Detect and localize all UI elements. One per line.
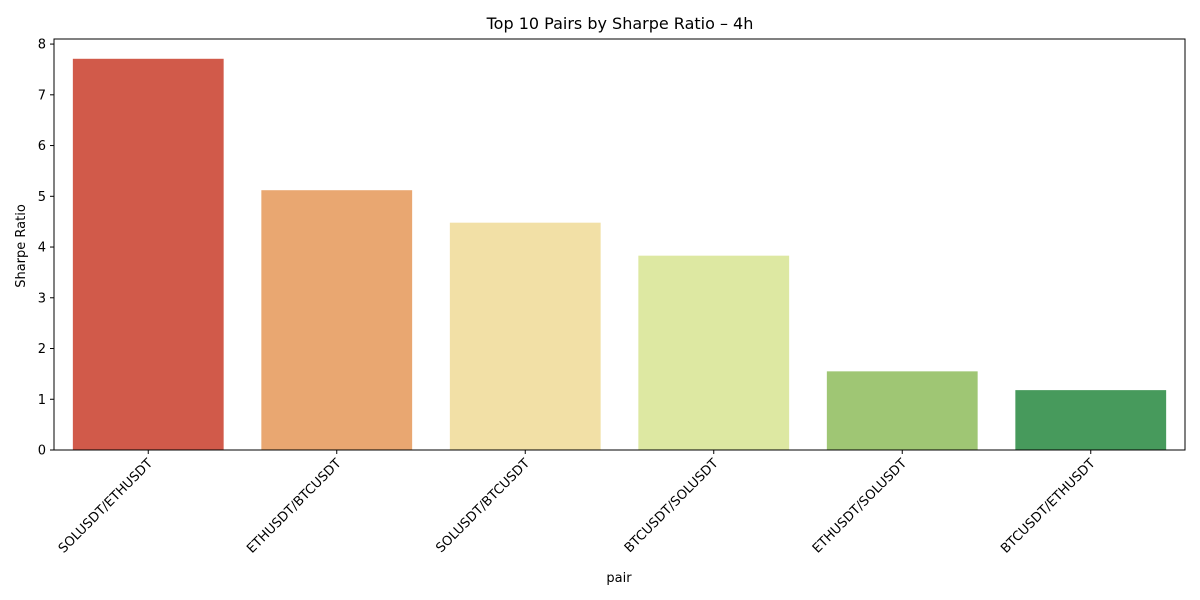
- y-tick-label: 5: [38, 190, 46, 205]
- y-tick-label: 0: [38, 444, 46, 459]
- y-tick-label: 1: [38, 393, 46, 408]
- bar-solusdt-btcusdt: [449, 222, 601, 450]
- x-tick-label: ETHUSDT/SOLUSDT: [810, 456, 910, 556]
- y-axis-label: Sharpe Ratio: [14, 204, 29, 288]
- bar-ethusdt-btcusdt: [261, 190, 413, 451]
- y-tick-label: 6: [38, 139, 46, 154]
- x-tick-label: BTCUSDT/ETHUSDT: [998, 456, 1098, 556]
- y-tick-label: 8: [38, 38, 46, 53]
- chart-title: Top 10 Pairs by Sharpe Ratio – 4h: [486, 14, 754, 33]
- x-tick-label: SOLUSDT/BTCUSDT: [433, 456, 533, 556]
- bar-solusdt-ethusdt: [72, 58, 224, 451]
- plot-frame: [53, 38, 1186, 451]
- bar-ethusdt-solusdt: [826, 371, 978, 450]
- bar-btcusdt-ethusdt: [1015, 390, 1167, 450]
- bar-btcusdt-solusdt: [638, 255, 790, 450]
- y-tick-label: 2: [38, 342, 46, 357]
- x-tick-label: ETHUSDT/BTCUSDT: [244, 456, 344, 556]
- bars-layer: [72, 58, 1167, 451]
- x-tick-label: BTCUSDT/SOLUSDT: [622, 456, 722, 556]
- y-tick-label: 4: [38, 241, 46, 256]
- x-tick-label: SOLUSDT/ETHUSDT: [56, 456, 156, 556]
- y-tick-label: 7: [38, 88, 46, 103]
- y-tick-label: 3: [38, 291, 46, 306]
- x-axis-label: pair: [606, 571, 632, 586]
